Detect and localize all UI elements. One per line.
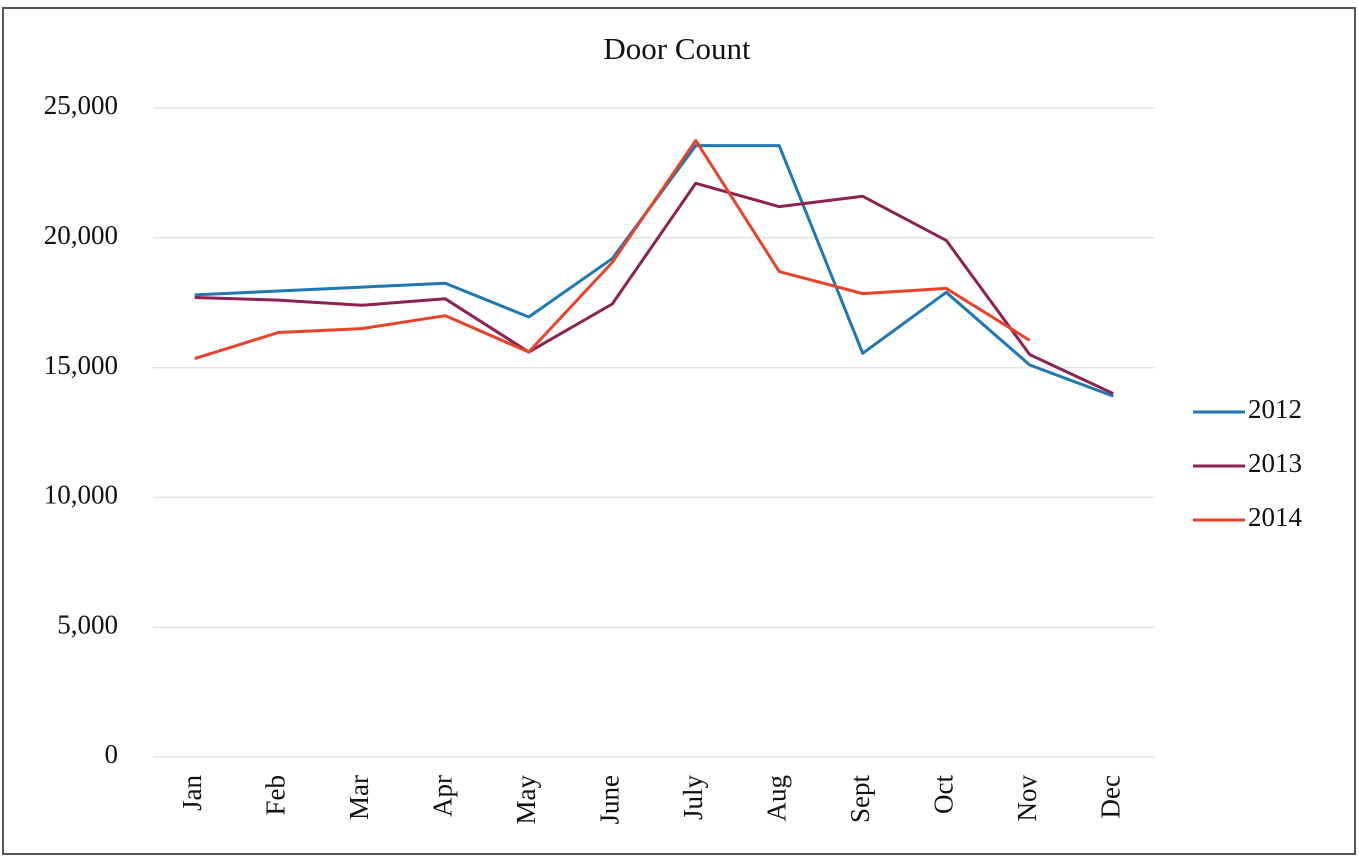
legend-label: 2013 (1248, 448, 1302, 478)
legend-label: 2012 (1248, 394, 1302, 424)
y-tick-label: 0 (105, 739, 119, 769)
y-tick-label: 15,000 (44, 350, 118, 380)
y-tick-label: 5,000 (57, 609, 118, 639)
x-tick-label: July (678, 775, 708, 821)
y-tick-label: 10,000 (44, 480, 118, 510)
chart-title: Door Count (603, 31, 751, 66)
x-tick-label: Nov (1012, 775, 1042, 822)
x-tick-label: Jan (177, 775, 207, 811)
y-tick-label: 20,000 (44, 220, 118, 250)
line-series (194, 138, 1031, 360)
x-tick-label: Dec (1095, 775, 1125, 818)
y-tick-label: 25,000 (44, 90, 118, 120)
x-tick-label: May (511, 775, 541, 825)
chart-frame (2, 7, 1356, 855)
x-tick-label: Oct (928, 775, 958, 814)
x-tick-label: June (594, 775, 624, 825)
line-series (194, 144, 1114, 398)
legend-label: 2014 (1248, 502, 1303, 532)
line-series (194, 181, 1114, 395)
x-tick-label: Mar (344, 775, 374, 820)
x-tick-label: Apr (427, 775, 457, 817)
x-tick-label: Feb (260, 775, 290, 816)
x-tick-label: Aug (761, 775, 791, 822)
x-tick-label: Sept (845, 775, 875, 824)
